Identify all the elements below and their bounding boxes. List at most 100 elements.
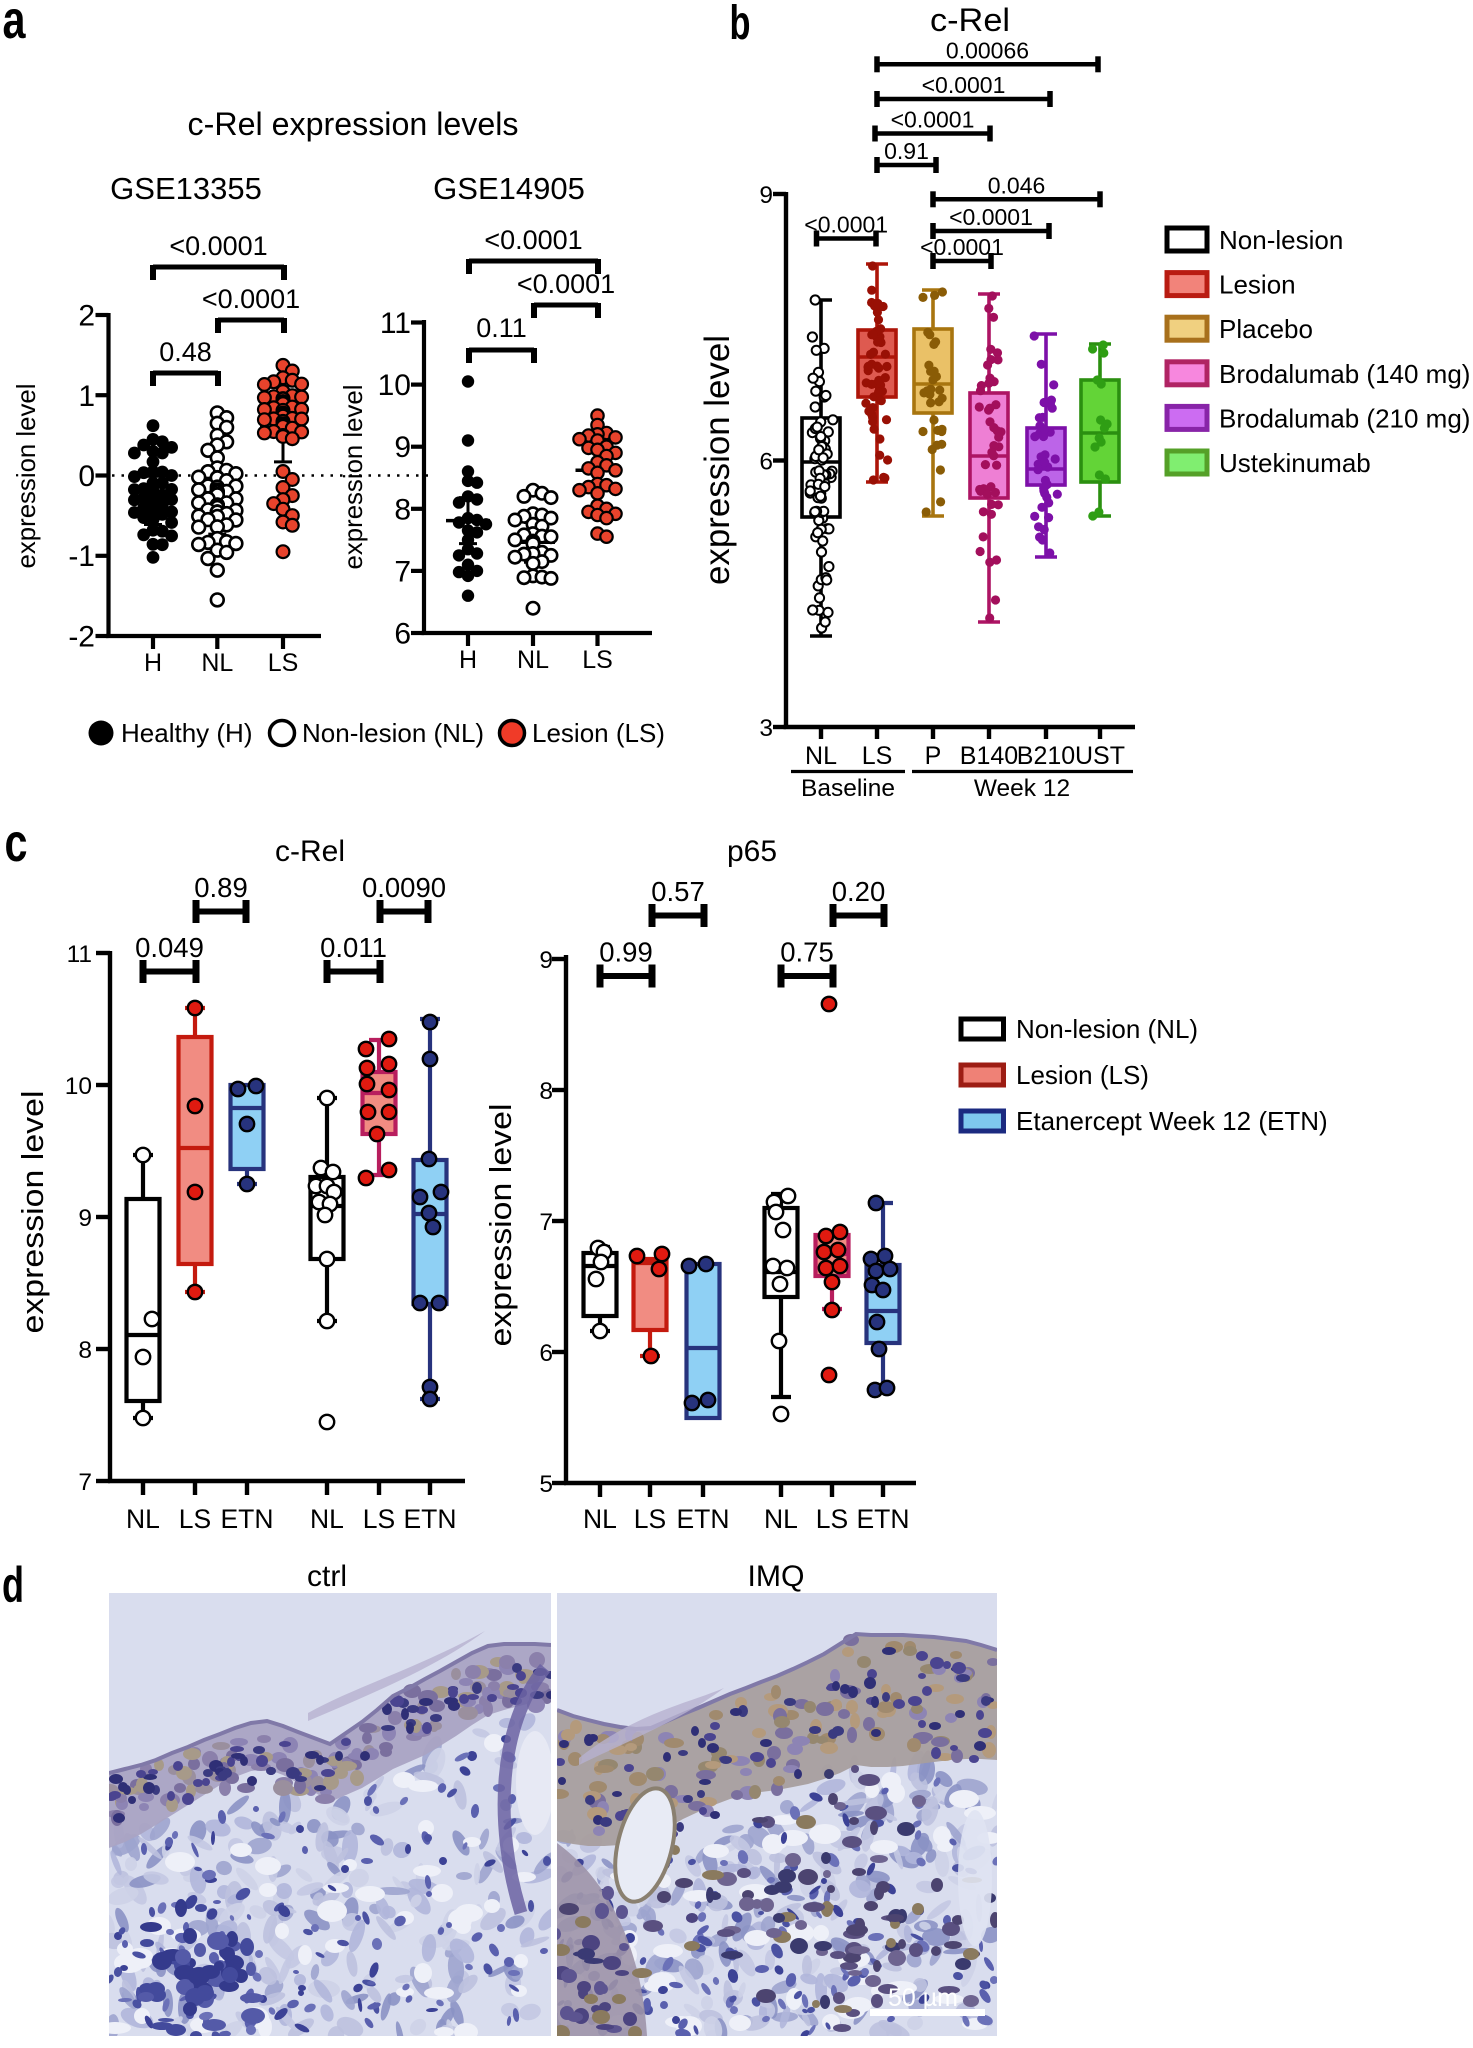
- svg-text:Healthy (H): Healthy (H): [121, 718, 252, 748]
- svg-text:LS: LS: [634, 1504, 666, 1534]
- svg-text:B140: B140: [960, 742, 1018, 770]
- svg-text:LS: LS: [268, 649, 299, 677]
- svg-text:-1: -1: [68, 540, 95, 573]
- svg-text:0.20: 0.20: [832, 876, 886, 907]
- svg-text:6: 6: [394, 618, 411, 651]
- svg-text:LS: LS: [582, 646, 613, 674]
- svg-text:a: a: [3, 0, 27, 50]
- svg-text:B210: B210: [1017, 742, 1075, 770]
- svg-text:d: d: [2, 1557, 24, 1613]
- svg-text:6: 6: [759, 449, 773, 476]
- svg-text:0: 0: [78, 460, 95, 493]
- svg-text:Lesion (LS): Lesion (LS): [1016, 1060, 1149, 1090]
- svg-text:50 µm: 50 µm: [888, 1984, 958, 2012]
- svg-text:Placebo: Placebo: [1219, 314, 1313, 344]
- svg-text:9: 9: [394, 431, 411, 464]
- svg-text:ETN: ETN: [857, 1504, 910, 1534]
- svg-text:c-Rel: c-Rel: [930, 2, 1010, 38]
- svg-text:Non-lesion (NL): Non-lesion (NL): [1016, 1014, 1198, 1044]
- svg-text:9: 9: [759, 182, 773, 209]
- svg-text:7: 7: [394, 555, 411, 588]
- svg-text:<0.0001: <0.0001: [169, 231, 267, 261]
- svg-text:0.57: 0.57: [651, 876, 705, 907]
- svg-text:<0.0001: <0.0001: [804, 212, 888, 238]
- svg-text:11: 11: [380, 307, 411, 340]
- svg-text:0.00066: 0.00066: [946, 37, 1029, 63]
- svg-text:Lesion (LS): Lesion (LS): [532, 718, 665, 748]
- svg-text:0.046: 0.046: [988, 172, 1046, 198]
- svg-text:0.48: 0.48: [159, 337, 212, 367]
- svg-text:Non-lesion (NL): Non-lesion (NL): [302, 718, 484, 748]
- svg-text:ETN: ETN: [404, 1504, 457, 1534]
- svg-text:ctrl: ctrl: [307, 1560, 347, 1593]
- svg-text:c-Rel expression levels: c-Rel expression levels: [188, 106, 519, 142]
- svg-text:10: 10: [65, 1073, 92, 1100]
- svg-text:8: 8: [539, 1078, 553, 1105]
- svg-text:<0.0001: <0.0001: [517, 269, 615, 299]
- svg-text:7: 7: [539, 1209, 553, 1236]
- svg-text:H: H: [459, 646, 477, 674]
- svg-text:Baseline: Baseline: [801, 775, 895, 802]
- svg-text:ETN: ETN: [677, 1504, 730, 1534]
- svg-text:<0.0001: <0.0001: [202, 284, 300, 314]
- svg-text:expression level: expression level: [698, 335, 737, 585]
- svg-text:0.011: 0.011: [320, 932, 387, 963]
- svg-text:expression level: expression level: [11, 384, 41, 569]
- svg-text:5: 5: [539, 1471, 553, 1498]
- svg-text:NL: NL: [764, 1504, 798, 1534]
- svg-text:Lesion: Lesion: [1219, 270, 1296, 300]
- svg-text:Etanercept Week 12 (ETN): Etanercept Week 12 (ETN): [1016, 1106, 1328, 1136]
- svg-text:3: 3: [759, 715, 773, 742]
- svg-text:Brodalumab (210 mg): Brodalumab (210 mg): [1219, 403, 1470, 433]
- svg-text:2: 2: [78, 300, 95, 333]
- svg-text:0.049: 0.049: [135, 932, 204, 963]
- svg-text:GSE13355: GSE13355: [110, 171, 262, 206]
- svg-text:c-Rel: c-Rel: [275, 835, 345, 868]
- svg-text:Ustekinumab: Ustekinumab: [1219, 448, 1371, 478]
- svg-text:LS: LS: [816, 1504, 848, 1534]
- svg-text:NL: NL: [517, 646, 549, 674]
- svg-text:Week 12: Week 12: [974, 775, 1070, 802]
- svg-text:expression level: expression level: [338, 385, 368, 570]
- svg-text:8: 8: [78, 1337, 92, 1364]
- svg-text:GSE14905: GSE14905: [433, 171, 585, 206]
- svg-text:IMQ: IMQ: [748, 1560, 805, 1593]
- svg-text:NL: NL: [805, 742, 837, 770]
- svg-text:11: 11: [67, 941, 92, 968]
- svg-text:6: 6: [539, 1340, 553, 1367]
- svg-text:0.0090: 0.0090: [362, 872, 446, 903]
- svg-text:NL: NL: [126, 1504, 160, 1534]
- svg-text:<0.0001: <0.0001: [922, 72, 1006, 98]
- svg-text:0.91: 0.91: [884, 138, 929, 164]
- svg-text:H: H: [144, 649, 162, 677]
- svg-text:9: 9: [78, 1205, 92, 1232]
- svg-text:0.75: 0.75: [780, 937, 834, 968]
- svg-text:<0.0001: <0.0001: [920, 234, 1004, 260]
- svg-text:p65: p65: [727, 835, 777, 868]
- svg-text:expression level: expression level: [15, 1091, 50, 1334]
- svg-text:LS: LS: [179, 1504, 211, 1534]
- svg-text:P: P: [925, 742, 942, 770]
- svg-text:c: c: [5, 813, 28, 873]
- svg-text:1: 1: [78, 380, 95, 413]
- svg-text:ETN: ETN: [221, 1504, 274, 1534]
- svg-text:<0.0001: <0.0001: [949, 204, 1033, 230]
- svg-text:0.99: 0.99: [599, 937, 653, 968]
- svg-text:-2: -2: [68, 621, 95, 654]
- svg-text:b: b: [730, 0, 751, 50]
- svg-text:7: 7: [78, 1469, 92, 1496]
- svg-text:Brodalumab (140 mg): Brodalumab (140 mg): [1219, 359, 1470, 389]
- svg-text:8: 8: [394, 493, 411, 526]
- svg-text:10: 10: [378, 369, 411, 402]
- svg-text:Non-lesion: Non-lesion: [1219, 225, 1343, 255]
- svg-text:LS: LS: [363, 1504, 395, 1534]
- svg-text:NL: NL: [201, 649, 233, 677]
- svg-text:NL: NL: [310, 1504, 344, 1534]
- svg-text:0.11: 0.11: [476, 313, 527, 343]
- svg-text:0.89: 0.89: [194, 872, 248, 903]
- svg-text:UST: UST: [1075, 742, 1125, 770]
- svg-text:<0.0001: <0.0001: [891, 107, 975, 133]
- svg-text:LS: LS: [862, 742, 893, 770]
- svg-text:expression level: expression level: [483, 1104, 518, 1347]
- svg-text:9: 9: [539, 947, 553, 974]
